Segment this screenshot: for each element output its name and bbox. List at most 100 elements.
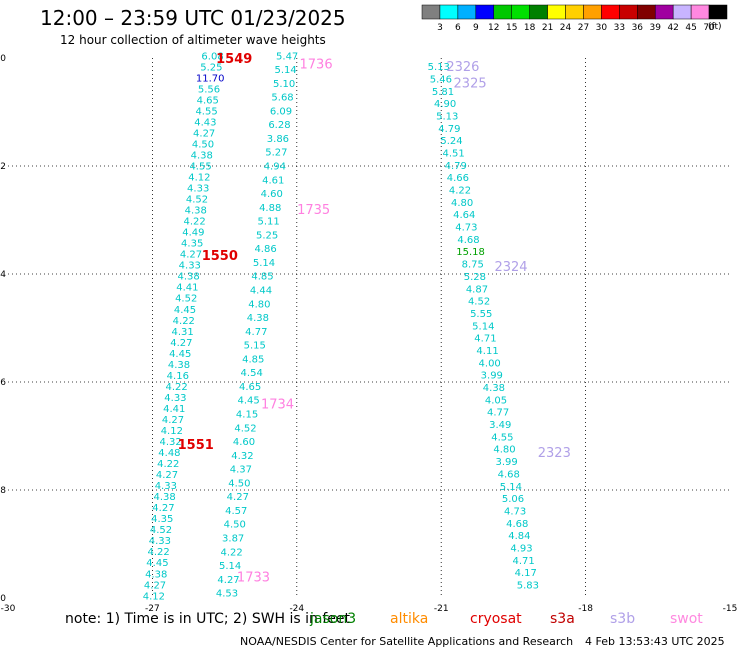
wave-height-value: 4.35 [151, 514, 173, 525]
wave-height-value: 5.28 [464, 272, 486, 283]
colorbar-label: 24 [560, 23, 572, 33]
wave-height-value: 3.49 [489, 420, 511, 431]
track-number-label: 1733 [237, 570, 270, 585]
wave-height-value: 4.90 [434, 99, 456, 110]
colorbar-label: 27 [578, 23, 589, 33]
x-tick-label: -18 [578, 604, 593, 614]
wave-height-value: 4.33 [149, 536, 171, 547]
wave-height-value: 6.08 [201, 51, 223, 62]
wave-height-value: 4.71 [512, 556, 534, 567]
track-number-label: 2324 [494, 260, 527, 275]
footer-note: note: 1) Time is in UTC; 2) SWH is in fe… [65, 611, 351, 627]
y-tick-label: -4 [0, 270, 6, 280]
colorbar-swatch [547, 4, 566, 20]
track-number-label: 1736 [300, 57, 333, 72]
x-tick-label: -24 [289, 604, 304, 614]
colorbar-swatch [601, 4, 620, 20]
wave-height-value: 4.79 [445, 161, 467, 172]
colorbar-label: 15 [506, 23, 517, 33]
legend-cryosat: cryosat [470, 611, 522, 627]
wave-height-value: 5.27 [265, 148, 287, 159]
wave-height-value: 5.14 [253, 258, 275, 269]
wave-height-value: 4.27 [227, 492, 249, 503]
wave-height-value: 5.24 [440, 136, 462, 147]
track-number-label: 1734 [261, 398, 294, 413]
colorbar-label: 6 [455, 23, 461, 33]
wave-height-value: 4.33 [164, 393, 186, 404]
wave-height-value: 5.55 [470, 309, 492, 320]
wave-height-value: 4.27 [156, 470, 178, 481]
wave-height-value: 4.65 [239, 382, 261, 393]
wave-height-value: 4.77 [487, 408, 509, 419]
wave-height-value: 4.65 [197, 95, 219, 106]
wave-height-value: 4.22 [221, 547, 243, 558]
track-number-label: 2325 [454, 76, 487, 91]
footer-credit: NOAA/NESDIS Center for Satellite Applica… [240, 635, 574, 648]
wave-height-value: 4.38 [185, 206, 207, 217]
colorbar-label: 42 [667, 23, 678, 33]
wave-height-value: 3.87 [222, 533, 244, 544]
wave-height-value: 5.56 [198, 84, 220, 95]
wave-height-value: 4.80 [451, 198, 473, 209]
chart-title: 12:00 – 23:59 UTC 01/23/2025 [40, 6, 346, 30]
wave-height-value: 4.38 [177, 272, 199, 283]
y-tick-label: -8 [0, 486, 6, 496]
wave-height-value: 4.12 [161, 426, 183, 437]
wave-height-value: 4.87 [466, 284, 488, 295]
chart-subtitle: 12 hour collection of altimeter wave hei… [60, 33, 326, 47]
wave-height-value: 5.13 [436, 111, 458, 122]
wave-height-value: 4.00 [479, 358, 501, 369]
wave-height-value: 4.54 [241, 368, 263, 379]
wave-height-value: 5.13 [428, 62, 450, 73]
colorbar-label: 45 [685, 23, 696, 33]
wave-height-value: 4.71 [474, 334, 496, 345]
colorbar-swatch [672, 4, 692, 20]
wave-height-value: 4.52 [175, 294, 197, 305]
wave-height-value: 5.11 [258, 217, 280, 228]
y-tick-label: 0 [0, 54, 6, 64]
wave-height-value: 4.50 [192, 139, 214, 150]
track-number-label: 1735 [297, 203, 330, 218]
colorbar-swatch [654, 4, 674, 20]
wave-height-value: 4.64 [453, 210, 475, 221]
wave-height-value: 5.14 [274, 65, 296, 76]
legend-altika: altika [390, 611, 429, 627]
wave-height-value: 4.27 [193, 128, 215, 139]
wave-height-value: 4.77 [245, 327, 267, 338]
wave-height-value: 4.38 [483, 383, 505, 394]
wave-height-value: 4.50 [224, 520, 246, 531]
colorbar-swatch [565, 4, 584, 20]
wave-height-value: 5.10 [273, 79, 295, 90]
x-tick-label: -30 [1, 604, 16, 614]
wave-height-value: 4.85 [251, 272, 273, 283]
wave-height-value: 4.27 [144, 580, 166, 591]
wave-height-value: 5.47 [276, 51, 298, 62]
wave-height-value: 4.43 [194, 117, 216, 128]
wave-height-value: 4.45 [174, 305, 196, 316]
wave-height-value: 4.94 [264, 162, 286, 173]
wave-height-value: 4.73 [455, 223, 477, 234]
wave-height-value: 4.57 [225, 506, 247, 517]
colorbar-label: 3 [437, 23, 443, 33]
wave-height-value: 4.68 [457, 235, 479, 246]
wave-height-value: 4.32 [159, 437, 181, 448]
wave-height-value: 5.68 [271, 93, 293, 104]
wave-height-value: 4.73 [504, 506, 526, 517]
legend-jason3: jason3 [310, 611, 357, 627]
wave-height-value: 4.37 [230, 465, 252, 476]
colorbar-swatch [511, 4, 530, 20]
colorbar-swatch [457, 4, 477, 20]
colorbar-swatch [493, 4, 512, 20]
wave-height-value: 5.06 [502, 494, 524, 505]
wave-height-value: 4.66 [447, 173, 469, 184]
wave-height-value: 4.27 [152, 503, 174, 514]
wave-height-value: 4.55 [189, 162, 211, 173]
x-tick-label: -27 [145, 604, 160, 614]
wave-height-value: 8.75 [462, 260, 484, 271]
wave-height-value: 4.22 [165, 382, 187, 393]
colorbar-label: 21 [542, 23, 553, 33]
wave-height-value: 4.33 [155, 481, 177, 492]
colorbar-label: 30 [596, 23, 608, 33]
wave-height-value: 3.99 [481, 371, 503, 382]
wave-height-value: 4.27 [180, 250, 202, 261]
